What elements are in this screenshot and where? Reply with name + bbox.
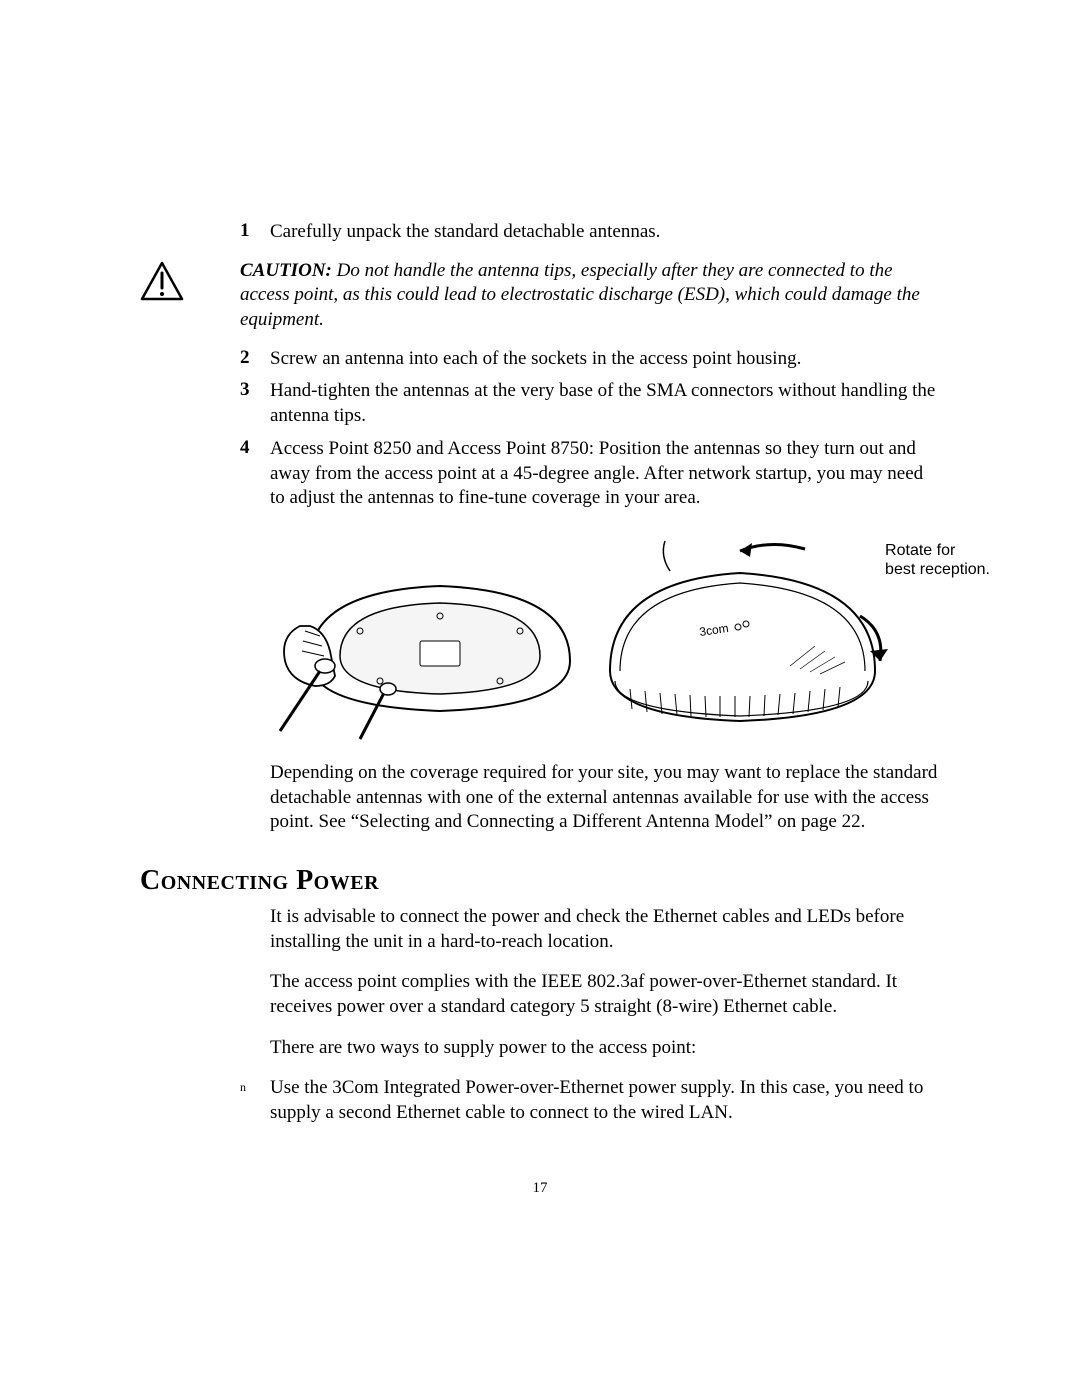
page-number: 17	[0, 1180, 1080, 1197]
paragraph-power-advice: It is advisable to connect the power and…	[270, 905, 940, 954]
paragraph-two-ways: There are two ways to supply power to th…	[270, 1036, 940, 1061]
figure-caption: Rotate for best reception.	[885, 541, 990, 579]
step-number: 2	[240, 347, 270, 372]
step-number: 4	[240, 437, 270, 511]
step-number: 3	[240, 379, 270, 428]
bullet-marker: n	[240, 1076, 270, 1125]
step-text: Hand-tighten the antennas at the very ba…	[270, 379, 940, 428]
caution-label: CAUTION:	[240, 260, 332, 281]
caution-text: CAUTION: Do not handle the antenna tips,…	[240, 259, 940, 333]
paragraph-antenna-note: Depending on the coverage required for y…	[270, 761, 940, 835]
step-1: 1 Carefully unpack the standard detachab…	[240, 220, 940, 245]
paragraph-poe-standard: The access point complies with the IEEE …	[270, 970, 940, 1019]
caution-icon-wrap	[140, 259, 240, 301]
caution-body: Do not handle the antenna tips, especial…	[240, 260, 920, 330]
step-2: 2 Screw an antenna into each of the sock…	[240, 347, 940, 372]
caution-block: CAUTION: Do not handle the antenna tips,…	[140, 259, 940, 333]
step-3: 3 Hand-tighten the antennas at the very …	[240, 379, 940, 428]
device-illustration: 3com	[270, 531, 890, 741]
figure-caption-line1: Rotate for	[885, 541, 990, 560]
section-heading-connecting-power: Connecting Power	[140, 865, 940, 897]
step-number: 1	[240, 220, 270, 245]
rotate-arrow-left-icon	[740, 543, 805, 557]
step-4: 4 Access Point 8250 and Access Point 875…	[240, 437, 940, 511]
step-text: Screw an antenna into each of the socket…	[270, 347, 801, 372]
step-text: Carefully unpack the standard detachable…	[270, 220, 660, 245]
bullet-text: Use the 3Com Integrated Power-over-Ether…	[270, 1076, 940, 1125]
step-text: Access Point 8250 and Access Point 8750:…	[270, 437, 940, 511]
warning-icon	[140, 261, 184, 301]
bullet-item-1: n Use the 3Com Integrated Power-over-Eth…	[240, 1076, 940, 1125]
figure-caption-line2: best reception.	[885, 560, 990, 579]
antenna-figure: 3com Rotate for best reception.	[270, 531, 890, 741]
